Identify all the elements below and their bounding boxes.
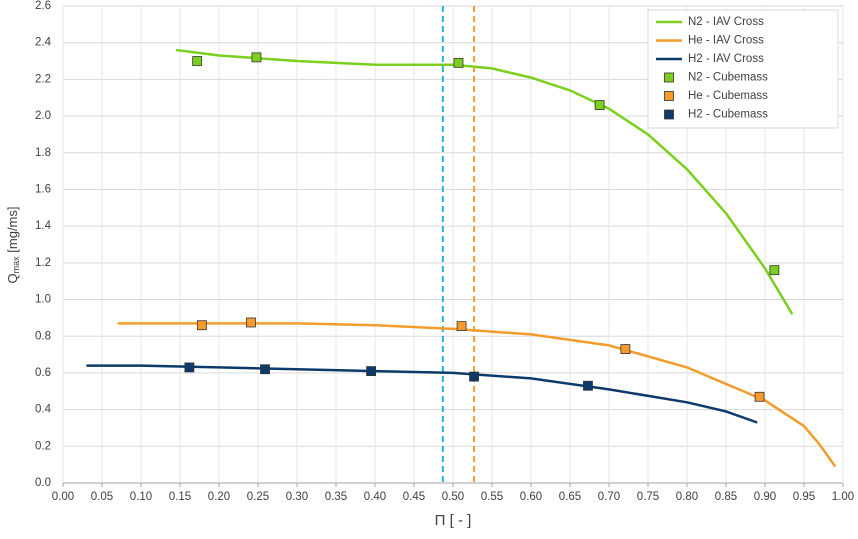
y-tick-label: 2.6 (35, 0, 51, 12)
y-tick-label: 1.8 (35, 147, 51, 159)
legend-swatch (664, 109, 674, 120)
x-tick-label: 0.80 (676, 491, 698, 503)
marker (456, 321, 467, 332)
y-tick-label: 2.4 (35, 37, 52, 49)
x-tick-label: 0.05 (91, 491, 113, 503)
y-label-main: Q (5, 273, 20, 283)
legend-label: H2 - Cubemass (688, 109, 768, 121)
marker (754, 391, 765, 402)
series-line (117, 322, 837, 468)
x-tick-label: 0.65 (559, 491, 581, 503)
x-axis-label: Π [ - ] (435, 512, 472, 529)
marker (583, 380, 593, 391)
marker (769, 265, 780, 276)
marker (251, 52, 262, 63)
legend-swatch (664, 72, 674, 83)
legend-swatch (664, 91, 674, 101)
legend-box (647, 9, 839, 129)
y-tick-label: 2.0 (35, 110, 51, 122)
x-tick-label: 0.00 (52, 491, 74, 503)
series-line (86, 364, 758, 424)
marker (620, 344, 631, 354)
x-tick-label: 0.25 (247, 491, 269, 503)
x-tick-label: 0.50 (442, 491, 464, 503)
y-tick-label: 0.2 (35, 440, 51, 452)
y-tick-label: 0.4 (35, 404, 52, 416)
x-tick-label: 0.30 (286, 491, 308, 503)
series-line (175, 48, 794, 315)
x-tick-label: 0.55 (481, 491, 503, 503)
y-tick-label: 0.6 (35, 367, 51, 379)
y-tick-label: 1.0 (35, 294, 51, 306)
y-tick-label: 1.2 (35, 257, 51, 269)
marker (196, 320, 207, 331)
y-label-rest: [mg/ms] (5, 207, 20, 257)
x-tick-label: 0.20 (208, 491, 230, 503)
x-tick-label: 0.35 (325, 491, 347, 503)
x-tick-label: 0.45 (403, 491, 425, 503)
x-tick-label: 0.75 (637, 491, 659, 503)
x-tick-label: 0.10 (130, 491, 152, 503)
marker (366, 366, 377, 376)
x-tick-label: 0.95 (793, 491, 815, 503)
marker (453, 57, 464, 68)
x-tick-label: 0.60 (520, 491, 542, 503)
y-tick-label: 0.0 (35, 477, 51, 489)
y-tick-label: 1.6 (35, 183, 51, 195)
x-tick-label: 0.70 (598, 491, 620, 503)
legend-label: He - IAV Cross (688, 35, 764, 47)
legend-label: N2 - IAV Cross (688, 16, 764, 28)
y-tick-label: 1.4 (35, 220, 52, 232)
legend-label: He - Cubemass (688, 90, 768, 102)
x-tick-label: 0.85 (715, 491, 737, 503)
marker (594, 100, 605, 110)
y-tick-label: 0.8 (35, 330, 51, 342)
x-tick-label: 1.00 (832, 491, 854, 503)
legend-label: N2 - Cubemass (688, 72, 768, 84)
legend: N2 - IAV Cross He - IAV Cross H2 - IAV Cro… (647, 9, 839, 129)
y-tick-label: 2.2 (35, 73, 51, 85)
legend-label: H2 - IAV Cross (688, 53, 764, 65)
marker (184, 362, 195, 373)
x-tick-label: 0.90 (754, 491, 776, 503)
marker (192, 56, 203, 66)
marker (469, 371, 479, 382)
marker (246, 317, 256, 328)
marker (260, 364, 270, 375)
y-label-sub: max (11, 256, 21, 274)
x-tick-label: 0.40 (364, 491, 386, 503)
y-axis-label: Qmax [mg/ms] (5, 207, 21, 284)
x-tick-label: 0.15 (169, 491, 191, 503)
